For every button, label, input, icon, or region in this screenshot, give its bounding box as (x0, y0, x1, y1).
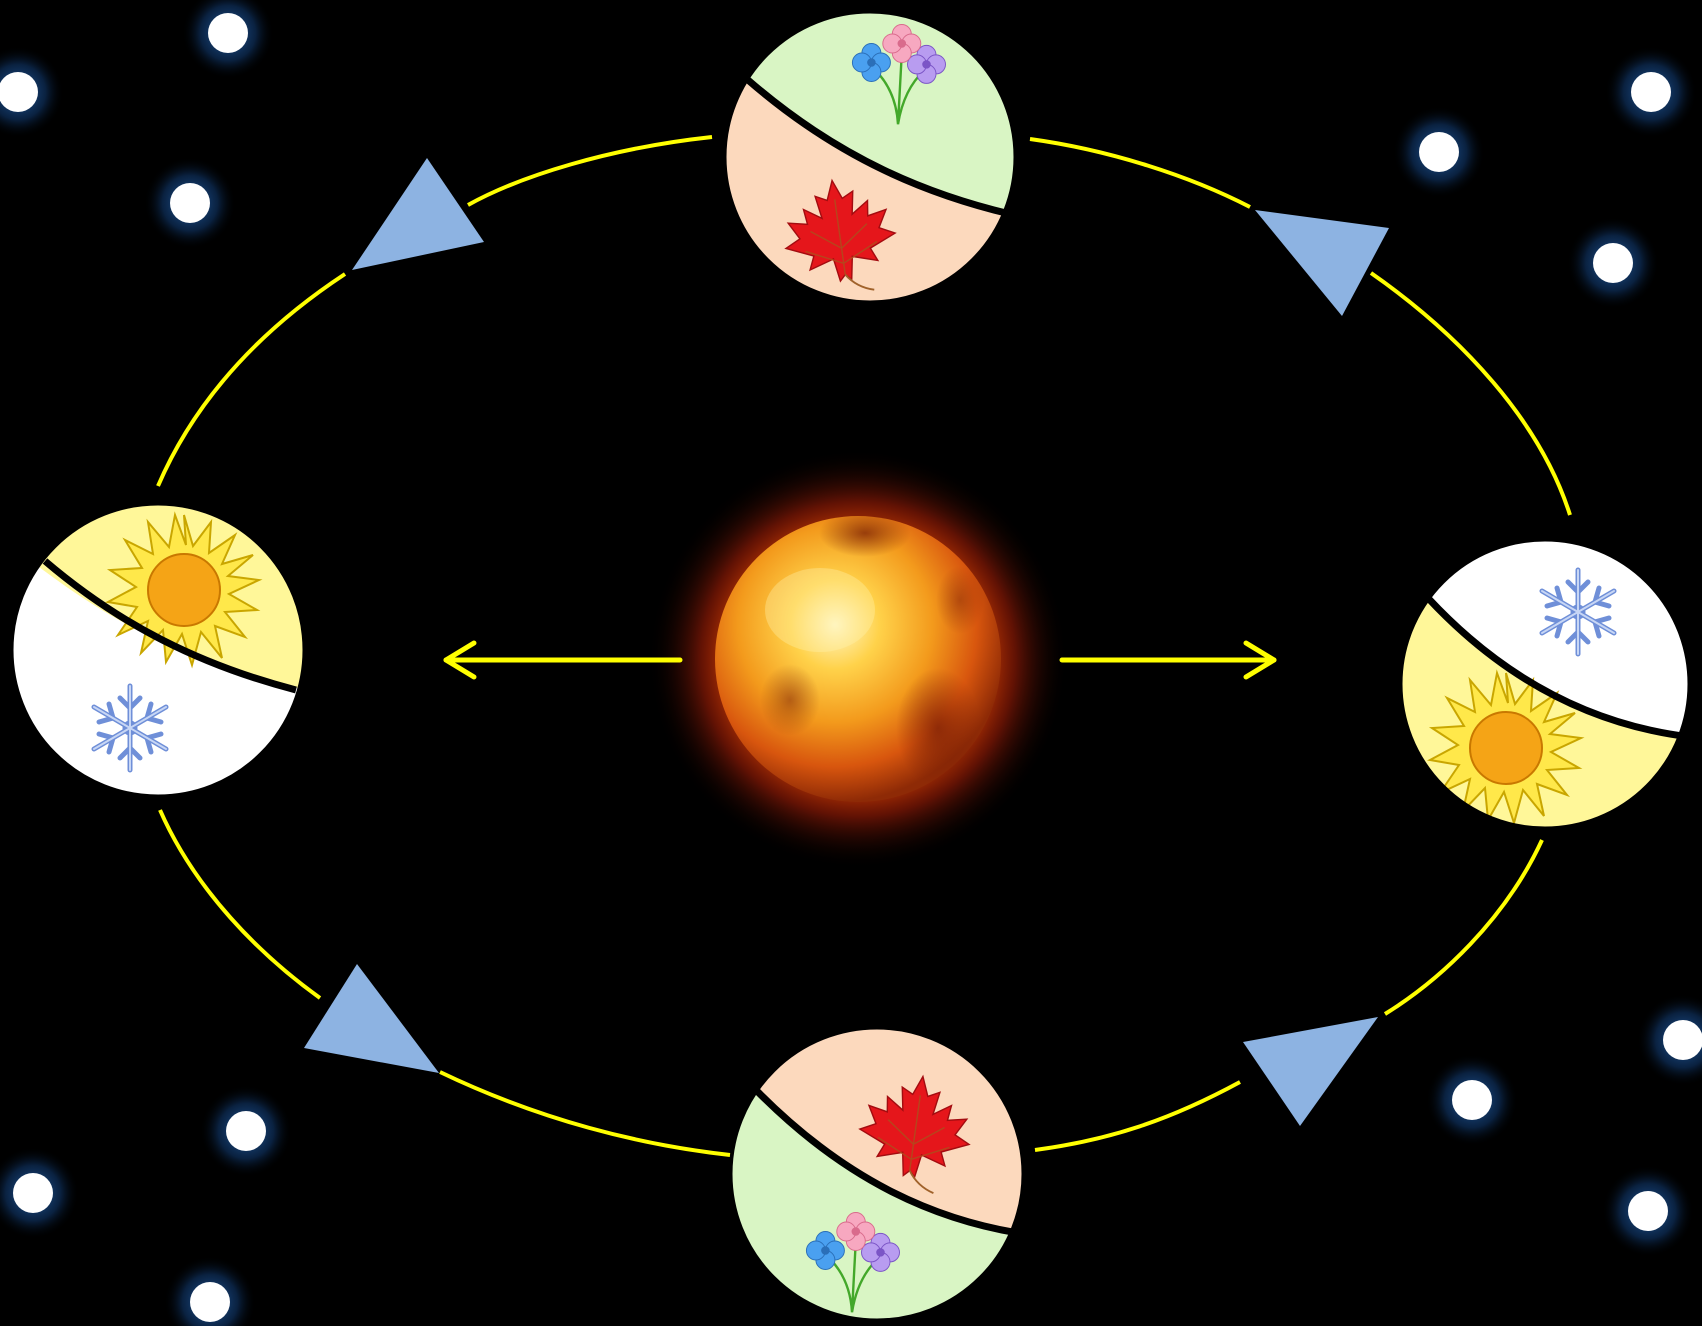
star-icon (0, 1147, 79, 1239)
star-icon (1637, 994, 1702, 1086)
star-icon (164, 1256, 256, 1326)
star-icon (0, 46, 64, 138)
orbit-path (156, 135, 1572, 1157)
sunlight-arrow-right-icon (1059, 640, 1277, 680)
earth-top (723, 10, 1017, 304)
star-icon (1393, 106, 1485, 198)
star-icon (1605, 46, 1697, 138)
star-icon (1602, 1165, 1694, 1257)
star-icon (200, 1085, 292, 1177)
earth-left (10, 502, 306, 798)
direction-arrows (304, 158, 1389, 1126)
direction-arrow-icon (304, 964, 439, 1073)
sunlight-arrows (443, 640, 1277, 680)
sunlight-arrow-left-icon (443, 640, 683, 680)
star-icon (1426, 1054, 1518, 1146)
earth-right (1399, 538, 1691, 830)
star-icon (182, 0, 274, 79)
direction-arrow-icon (352, 158, 484, 270)
direction-arrow-icon (1255, 210, 1389, 316)
star-icon (144, 157, 236, 249)
direction-arrow-icon (1243, 1017, 1378, 1126)
star-icon (1567, 217, 1659, 309)
earth-bottom (729, 1026, 1025, 1322)
sun-body (648, 449, 1068, 869)
